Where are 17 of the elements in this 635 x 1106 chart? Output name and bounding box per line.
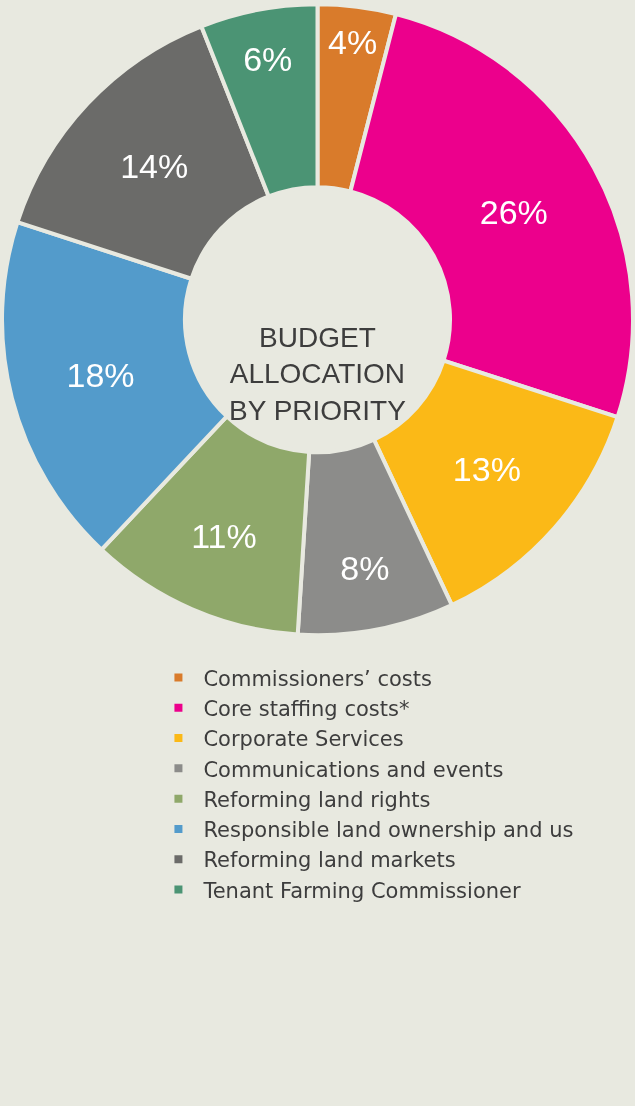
data-label: 13% — [452, 450, 521, 489]
data-label: 11% — [191, 516, 257, 555]
data-label: 14% — [120, 147, 189, 186]
data-label: 8% — [340, 548, 390, 587]
legend-label: Reforming land rights — [203, 787, 431, 812]
data-label: 18% — [66, 356, 135, 395]
data-label: 26% — [479, 192, 548, 231]
data-label: 6% — [243, 39, 293, 78]
legend-label: Communications and events — [203, 757, 504, 782]
legend-label: Responsible land ownership and us — [203, 818, 574, 843]
legend-label: Reforming land markets — [203, 848, 456, 873]
legend-label: Corporate Services — [203, 727, 404, 752]
legend-label: Core staffing costs* — [203, 696, 410, 721]
legend-label: Tenant Farming Commissioner — [202, 878, 521, 903]
text: BUDGET ALLOCATION BY PRIORITY — [229, 322, 407, 426]
legend-label: Commissioners’ costs — [203, 666, 432, 691]
data-label: 4% — [328, 22, 378, 61]
